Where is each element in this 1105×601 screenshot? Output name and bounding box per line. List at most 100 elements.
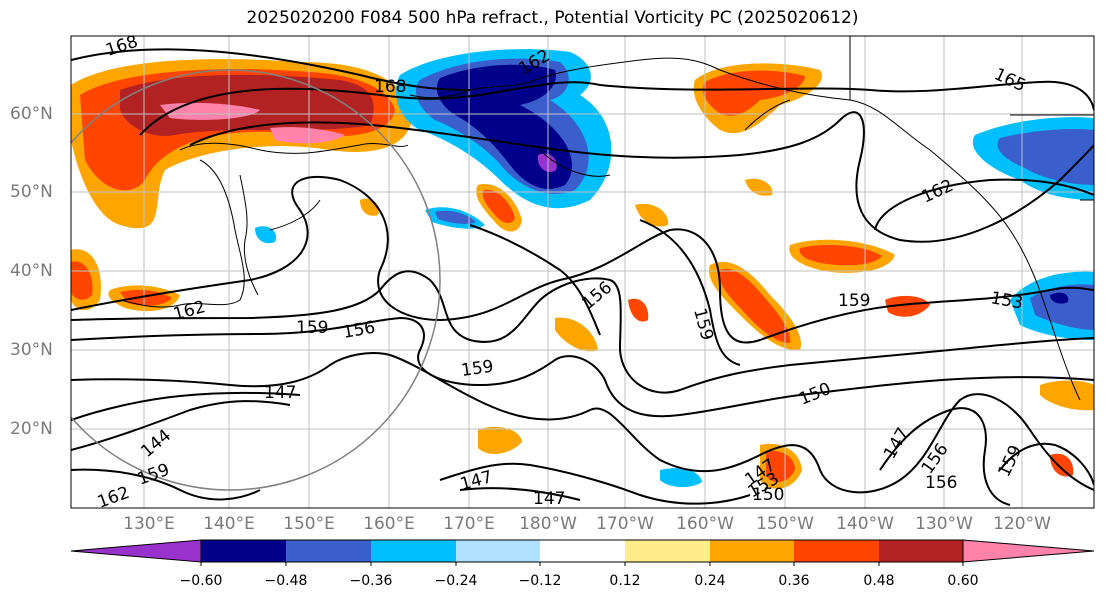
contour-line <box>71 48 471 91</box>
contour-label: 162 <box>171 297 208 325</box>
contour-label: 159 <box>296 318 328 338</box>
pv-positive-area <box>628 298 649 322</box>
pv-negative-area <box>255 226 277 244</box>
pv-positive-area <box>799 244 882 266</box>
contour-line <box>71 400 291 451</box>
colorbar-segment <box>710 540 794 562</box>
pv-positive-area <box>478 426 522 454</box>
pv-positive-area <box>745 178 773 196</box>
pv-negative-area <box>537 153 557 173</box>
coastline <box>179 142 409 154</box>
pv-positive-area <box>885 295 930 317</box>
contour-label: 156 <box>578 278 616 314</box>
lat-label: 30°N <box>10 340 53 360</box>
contour-label: 168 <box>374 77 406 97</box>
coastline <box>119 159 245 308</box>
contour-line <box>71 270 1094 394</box>
contour-line <box>71 175 1094 344</box>
coastline <box>719 69 1081 401</box>
coastline <box>744 99 791 131</box>
pv-positive-area <box>766 450 795 483</box>
pv-negative-area <box>1030 284 1094 330</box>
lon-label: 180°W <box>519 514 577 534</box>
contour-label: 147 <box>533 489 565 509</box>
pv-negative-area <box>1050 292 1069 304</box>
colorbar-segment <box>371 540 456 562</box>
colorbar-segment <box>879 540 963 562</box>
colorbar-tick-label: −0.24 <box>434 573 478 589</box>
colorbar-tick-label: −0.12 <box>518 573 562 589</box>
colorbar-tick-label: 0.12 <box>609 573 641 589</box>
colorbar-tick-label: 0.60 <box>947 573 979 589</box>
colorbar-tick-label: −0.36 <box>349 573 393 589</box>
contour-line <box>71 316 1094 418</box>
lat-label: 40°N <box>10 261 53 281</box>
contour-line <box>999 442 1094 486</box>
pv-positive-area <box>719 269 791 343</box>
contour-line <box>874 178 1094 231</box>
colorbar-segment <box>625 540 710 562</box>
lon-label: 150°E <box>283 514 335 534</box>
contour-line <box>189 111 1094 243</box>
lon-label: 170°E <box>443 514 495 534</box>
contour-label: 159 <box>994 442 1026 480</box>
coastline <box>409 57 721 99</box>
contour-label: 156 <box>925 473 957 493</box>
contour-line <box>71 391 301 421</box>
lon-label: 140°W <box>836 514 894 534</box>
lon-label: 130°E <box>123 514 175 534</box>
pv-negative-area <box>435 210 476 224</box>
colorbar-tick-label: −0.60 <box>179 573 223 589</box>
contour-line <box>71 468 261 501</box>
lon-label: 130°W <box>915 514 973 534</box>
map-title: 2025020200 F084 500 hPa refract., Potent… <box>246 8 859 28</box>
lat-label: 20°N <box>10 419 53 439</box>
pv-negative-area <box>660 468 702 488</box>
contour-label: 147 <box>458 467 495 495</box>
lon-label: 170°W <box>596 514 654 534</box>
plot-frame <box>70 35 1095 509</box>
pv-positive-area <box>160 102 260 120</box>
contour-label: 165 <box>991 64 1029 96</box>
height-contours <box>71 48 1094 506</box>
pv-positive-area <box>120 74 374 136</box>
pv-positive-area <box>1040 380 1094 411</box>
pv-positive-area <box>703 70 805 116</box>
contour-label: 144 <box>137 426 175 462</box>
colorbar-tick-label: 0.36 <box>778 573 810 589</box>
pv-positive-area <box>482 189 515 224</box>
lon-label: 140°E <box>203 514 255 534</box>
contour-label: 159 <box>689 306 717 343</box>
contour-label: 147 <box>264 383 296 403</box>
contour-label: 159 <box>460 357 495 381</box>
contour-line <box>439 462 751 505</box>
colorbar-segment <box>794 540 879 562</box>
colorbar-extend-low <box>70 539 202 563</box>
colorbar-tick-label: 0.24 <box>694 573 726 589</box>
contour-label: 159 <box>838 291 870 311</box>
lon-label: 160°W <box>676 514 734 534</box>
contour-label: 150 <box>796 379 834 410</box>
contour-line <box>879 407 1011 506</box>
colorbar-extend-high <box>962 539 1095 563</box>
lat-label: 60°N <box>10 104 53 124</box>
pv-positive-area <box>1050 453 1074 477</box>
colorbar-segment <box>201 540 286 562</box>
contour-line <box>469 224 601 336</box>
pv-positive-area <box>635 203 669 227</box>
pv-positive-area <box>270 127 345 144</box>
colorbar-segment <box>286 540 371 562</box>
lat-label: 50°N <box>10 182 53 202</box>
contour-line <box>71 352 1094 494</box>
pv-shading <box>71 49 1094 489</box>
colorbar-tick-label: 0.48 <box>863 573 895 589</box>
colorbar-frame <box>200 539 964 563</box>
coastline <box>269 199 321 231</box>
contour-line <box>139 80 1094 136</box>
colorbar-segment <box>456 540 540 562</box>
contour-label: 150 <box>752 485 784 505</box>
lon-label: 160°E <box>363 514 415 534</box>
colorbar-segment <box>540 540 625 562</box>
pv-positive-area <box>360 198 379 216</box>
